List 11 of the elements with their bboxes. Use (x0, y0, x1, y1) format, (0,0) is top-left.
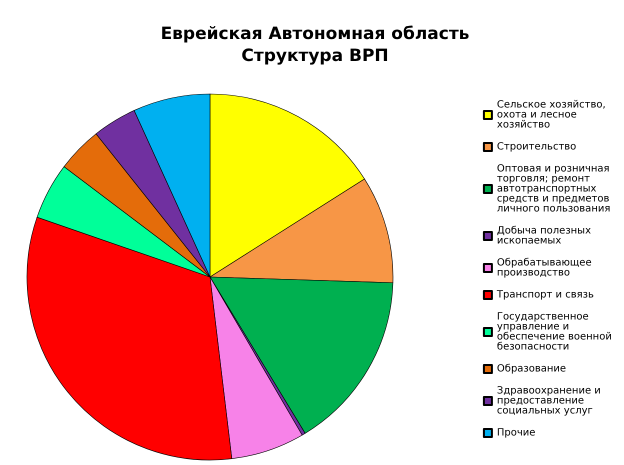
chart-title: Еврейская Автономная область Структура ВРП (160, 24, 470, 66)
legend-label: Здравоохранение и предоставление социальных услуг (496, 386, 604, 416)
legend-label: Транспорт и связь (496, 290, 594, 300)
legend-label: Строительство (496, 142, 576, 152)
legend-label: Оптовая и розничная торговля; ремонт автотранспортных средств и предметов личного пользования (496, 164, 613, 214)
legend-label: Добыча полезных ископаемых (496, 226, 594, 246)
legend-label: Сельское хозяйство, охота и лесное хозяйство (496, 100, 609, 130)
legend-label: Обрабатывающее производство (496, 258, 595, 278)
legend-label: Прочие (496, 428, 536, 438)
legend-label: Образование (496, 364, 566, 374)
legend-label: Государственное управление и обеспечение военной безопасности (496, 312, 616, 352)
